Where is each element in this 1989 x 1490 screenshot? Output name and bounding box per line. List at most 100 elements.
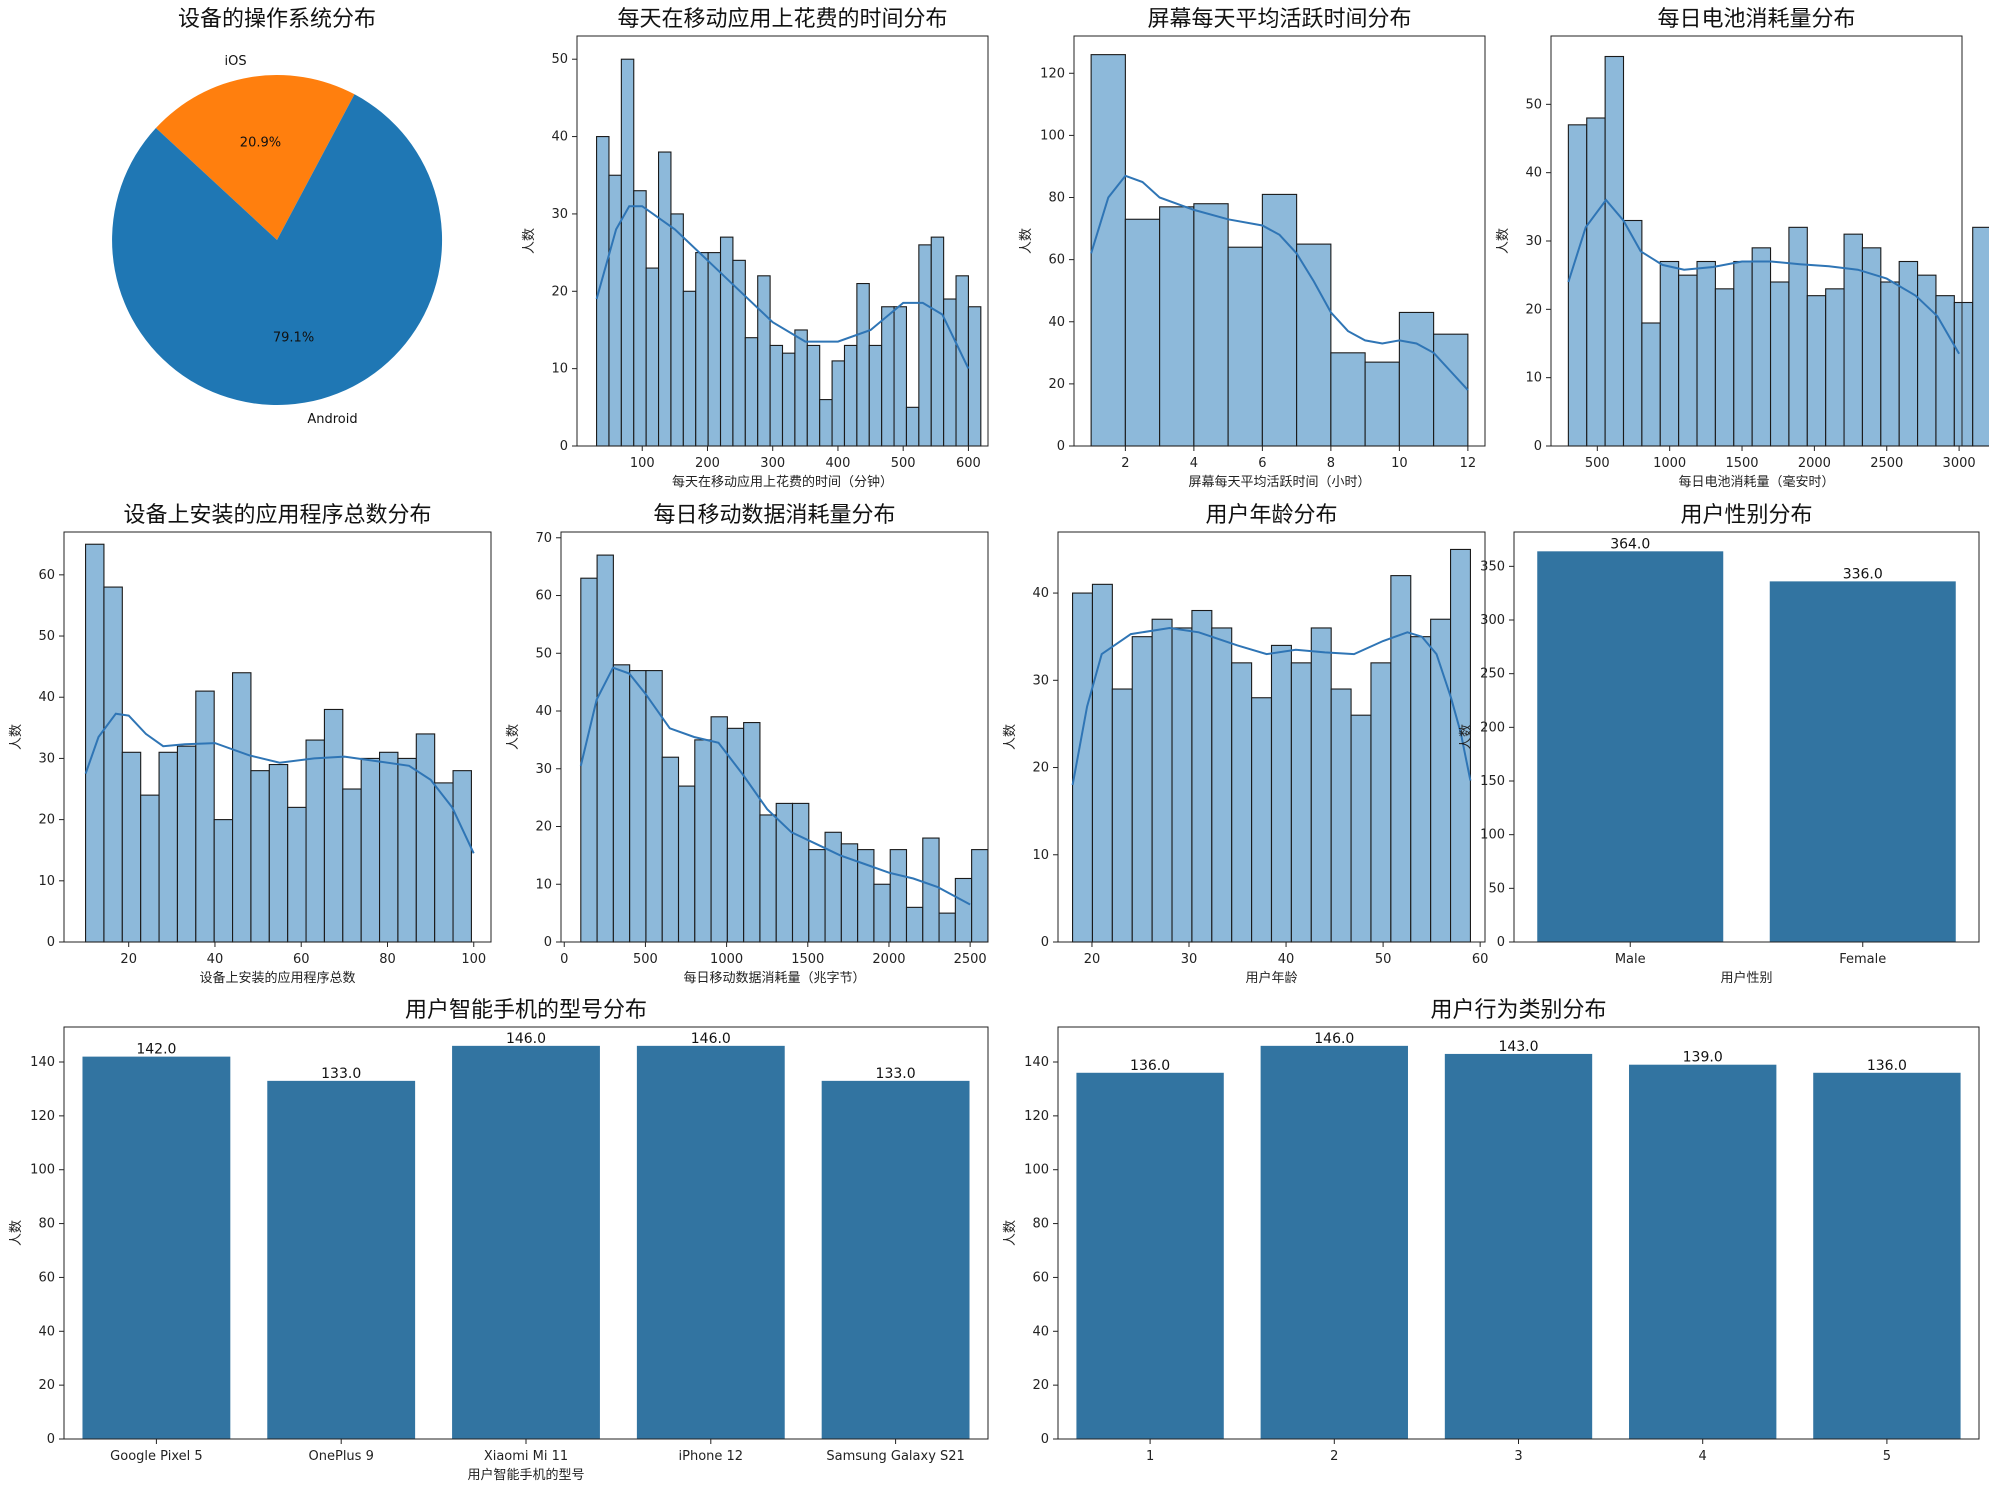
histogram-bar xyxy=(732,259,746,447)
x-tick-label: 40 xyxy=(1278,952,1295,967)
histogram-bar xyxy=(434,782,454,943)
chart-title: 用户性别分布 xyxy=(1680,503,1812,528)
histogram-bar xyxy=(1953,301,1974,447)
pie-slice-label: Android xyxy=(307,412,357,427)
pie-slice xyxy=(155,75,355,240)
y-tick-label: 40 xyxy=(38,1324,55,1339)
histogram-bar xyxy=(645,670,663,943)
histogram-bar xyxy=(1398,311,1435,447)
panel-4: 设备上安装的应用程序总数分布 0 10 20 30 40 50 60 人数 20 40 60 80 100… xyxy=(9,503,492,986)
x-tick-label: 80 xyxy=(379,952,396,967)
histogram-bar xyxy=(620,58,635,447)
histogram-bar xyxy=(1567,124,1588,447)
x-tick-label: 10 xyxy=(1391,456,1408,471)
histogram-bar xyxy=(719,236,734,447)
chart-title: 每日移动数据消耗量分布 xyxy=(653,503,895,528)
histogram-bar xyxy=(140,794,160,943)
y-tick-label: 20 xyxy=(38,813,55,828)
histogram-bar xyxy=(1151,618,1173,943)
histogram-bar xyxy=(905,406,920,447)
bar-value-label: 336.0 xyxy=(1843,566,1883,582)
bar xyxy=(1629,1064,1777,1439)
y-tick-label: 40 xyxy=(535,704,552,719)
y-tick-label: 80 xyxy=(38,1217,55,1232)
x-tick-label: 1 xyxy=(1146,1449,1154,1464)
y-tick-label: 30 xyxy=(551,207,568,222)
histogram-bar xyxy=(1390,575,1412,943)
x-tick-label: 50 xyxy=(1375,952,1392,967)
x-tick-label: 2 xyxy=(1121,456,1129,471)
panel-7: 用户性别分布 0 50 100 150 200 250 300 350 人数 364.0 Male 33… xyxy=(1459,503,1980,986)
y-tick-label: 20 xyxy=(1032,1378,1049,1393)
x-tick-label: 0 xyxy=(560,952,568,967)
y-axis-label: 人数 xyxy=(1459,724,1474,750)
histogram-bar xyxy=(612,664,631,943)
histogram-bar xyxy=(1696,260,1716,447)
plot-frame xyxy=(576,35,989,447)
panel-8: 用户智能手机的型号分布 0 20 40 60 80 100 120 140 人数 142.0 Goog… xyxy=(9,998,989,1483)
x-tick-label: 1000 xyxy=(1653,456,1686,471)
x-tick-label: 100 xyxy=(630,456,655,471)
histogram-bar xyxy=(1111,688,1133,943)
histogram-bar xyxy=(1641,322,1661,447)
histogram-bar xyxy=(831,360,846,447)
bar xyxy=(82,1056,231,1439)
histogram-bar xyxy=(781,352,796,447)
pie-pct-label: 79.1% xyxy=(273,331,314,346)
histogram-bar xyxy=(661,756,680,943)
y-tick-label: 100 xyxy=(1040,128,1065,143)
y-tick-label: 120 xyxy=(30,1109,55,1124)
histogram-bar xyxy=(930,236,945,447)
plot-frame xyxy=(1057,1026,1980,1440)
histogram-bar xyxy=(1090,54,1126,447)
x-tick-label: 2000 xyxy=(872,952,905,967)
y-tick-label: 0 xyxy=(47,1432,55,1447)
histogram-bar xyxy=(1193,203,1229,447)
y-tick-label: 60 xyxy=(38,568,55,583)
bar-value-label: 146.0 xyxy=(506,1031,546,1047)
y-tick-label: 350 xyxy=(1480,559,1505,574)
bar xyxy=(1444,1053,1593,1439)
x-axis-label: 每天在移动应用上花费的时间（分钟） xyxy=(672,474,893,490)
y-tick-label: 0 xyxy=(47,935,55,950)
bar-value-label: 139.0 xyxy=(1683,1050,1723,1066)
histogram-bar xyxy=(1364,361,1400,447)
x-tick-label: Google Pixel 5 xyxy=(110,1449,202,1464)
x-tick-label: 20 xyxy=(120,952,137,967)
histogram-bar xyxy=(1270,644,1292,943)
histogram-bar xyxy=(1124,218,1161,447)
histogram-bar xyxy=(808,849,826,943)
bar-value-label: 133.0 xyxy=(321,1066,361,1082)
y-tick-label: 250 xyxy=(1480,667,1505,682)
histogram-bar xyxy=(342,788,362,943)
y-tick-label: 50 xyxy=(551,52,568,67)
plot-frame xyxy=(1073,35,1486,447)
histogram-bar xyxy=(1296,243,1332,447)
x-tick-label: 1000 xyxy=(710,952,743,967)
y-tick-label: 50 xyxy=(1488,881,1505,896)
histogram-bar xyxy=(85,543,105,943)
y-tick-label: 70 xyxy=(535,531,552,546)
y-tick-label: 20 xyxy=(1032,761,1049,776)
histogram-bar xyxy=(1769,281,1790,447)
histogram-bar xyxy=(893,306,908,447)
x-tick-label: 1500 xyxy=(1725,456,1758,471)
histogram-bar xyxy=(415,733,436,943)
bar-value-label: 143.0 xyxy=(1498,1039,1538,1055)
histogram-bar xyxy=(954,877,973,943)
y-tick-label: 40 xyxy=(1048,315,1065,330)
y-tick-label: 50 xyxy=(1525,97,1542,112)
histogram-bar xyxy=(1091,583,1113,943)
y-tick-label: 40 xyxy=(1032,586,1049,601)
x-tick-label: 40 xyxy=(207,952,224,967)
y-tick-label: 0 xyxy=(1497,935,1505,950)
chart-title: 用户行为类别分布 xyxy=(1430,998,1606,1023)
x-tick-label: 12 xyxy=(1460,456,1477,471)
histogram-bar xyxy=(158,751,178,943)
y-tick-label: 50 xyxy=(38,629,55,644)
bar xyxy=(267,1080,416,1439)
y-tick-label: 10 xyxy=(38,874,55,889)
histogram-bar xyxy=(176,745,197,943)
histogram-bar xyxy=(769,344,784,447)
x-tick-label: 3 xyxy=(1514,1449,1522,1464)
